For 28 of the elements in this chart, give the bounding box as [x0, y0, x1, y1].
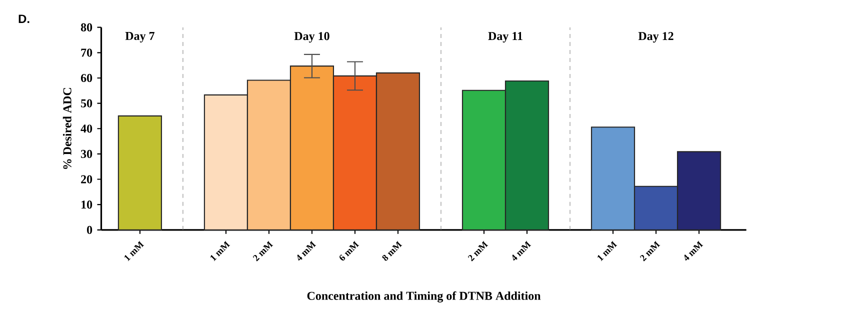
x-tick-label: 4 mM [684, 240, 704, 261]
annotation: Day 10 [294, 32, 330, 43]
annotation: Day 7 [125, 32, 154, 43]
y-tick-label: 60 [80, 74, 92, 82]
y-tick-label: 50 [81, 99, 92, 108]
x-tick-label: 8 mM [382, 240, 402, 261]
y-tick-label: 80 [80, 23, 92, 32]
bar [118, 115, 162, 231]
x-tick-label: 1 mM [124, 240, 144, 262]
y-tick-label: 0 [87, 226, 92, 234]
chart-title: D. [18, 14, 30, 24]
y-tick-label: 30 [81, 150, 92, 158]
x-tick-label: 2 mM [252, 240, 274, 262]
y-tick-label: 70 [81, 48, 92, 57]
y-axis-title: % Desired ADC [62, 88, 72, 169]
x-tick-label: 1 mM [210, 240, 230, 262]
x-tick-label: 1 mM [598, 240, 618, 262]
x-tick-label: 6 mM [340, 240, 360, 261]
annotation: Day 12 [638, 32, 674, 43]
x-tick-label: 2 mM [640, 240, 660, 262]
y-tick-label: 10 [82, 200, 92, 209]
x-tick-label: 2 mM [468, 240, 488, 262]
annotation: Day 11 [488, 32, 522, 43]
x-tick-label: 4 mM [512, 240, 532, 261]
x-tick-label: 4 mM [297, 240, 316, 261]
y-tick-label: 20 [81, 175, 92, 184]
y-tick-label: 40 [80, 124, 92, 133]
x-axis-title: Concentration and Timing of DTNB Addition [307, 291, 541, 303]
